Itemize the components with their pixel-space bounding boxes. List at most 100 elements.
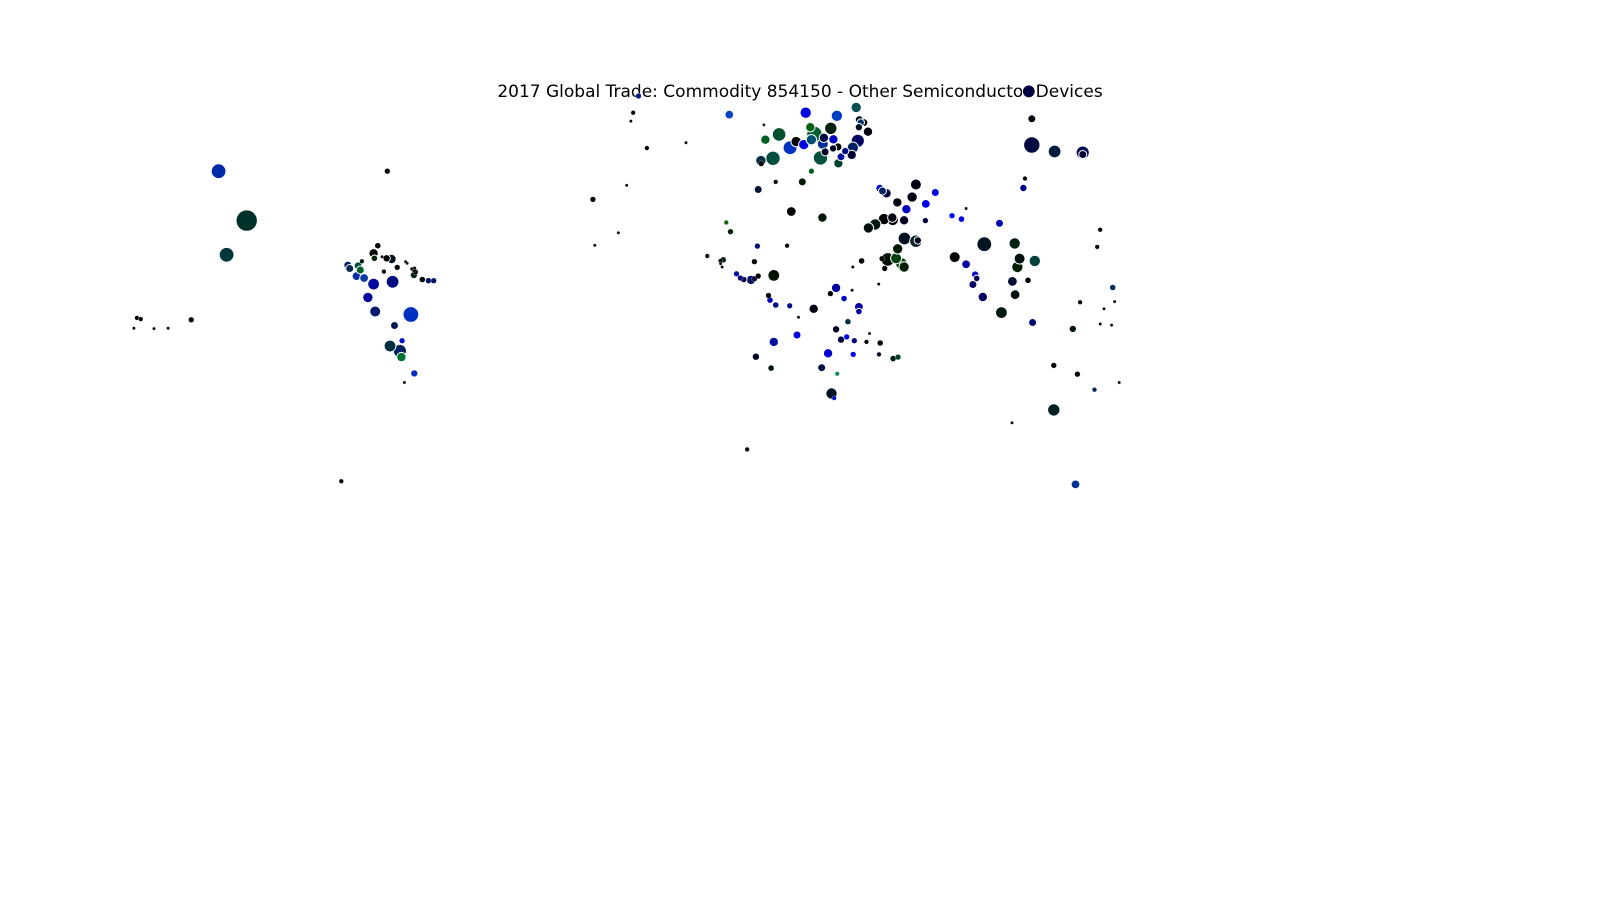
data-point: [1028, 318, 1038, 327]
data-point: [876, 282, 881, 286]
data-point: [396, 351, 407, 363]
data-point: [762, 123, 766, 127]
data-point: [359, 273, 370, 283]
data-point: [402, 380, 407, 385]
data-point: [218, 246, 235, 263]
data-point: [976, 236, 993, 253]
data-point: [890, 252, 903, 265]
data-point: [188, 316, 195, 323]
data-point: [751, 258, 758, 265]
data-point: [843, 333, 850, 340]
data-point: [796, 315, 801, 319]
data-point: [374, 241, 382, 250]
data-point: [977, 291, 988, 303]
data-point: [773, 179, 779, 185]
data-point: [1007, 276, 1018, 287]
data-point: [834, 371, 840, 377]
data-point: [824, 121, 838, 136]
data-point: [1108, 283, 1117, 292]
data-point: [828, 134, 839, 145]
data-point: [887, 212, 898, 223]
data-point: [851, 265, 855, 269]
data-point: [720, 265, 724, 269]
data-point: [385, 274, 400, 289]
data-point: [384, 168, 391, 175]
data-point: [841, 146, 850, 156]
data-point: [355, 265, 365, 275]
data-point: [818, 132, 830, 144]
data-point: [724, 109, 735, 120]
data-point: [768, 336, 779, 348]
data-point: [854, 123, 864, 132]
chart-title: 2017 Global Trade: Commodity 854150 - Ot…: [497, 82, 1103, 102]
data-point: [867, 331, 872, 336]
data-point: [836, 152, 846, 162]
data-point: [949, 212, 955, 219]
data-point: [1028, 254, 1042, 268]
data-point: [817, 363, 827, 373]
data-point: [830, 109, 844, 123]
data-point: [751, 352, 761, 361]
data-point: [758, 160, 765, 167]
data-point: [430, 277, 437, 284]
data-point: [855, 307, 863, 316]
data-point: [850, 351, 857, 358]
data-point: [828, 144, 838, 153]
data-point: [846, 149, 857, 161]
data-point: [765, 150, 781, 167]
data-point: [624, 183, 629, 188]
data-point: [1013, 252, 1026, 265]
data-point: [840, 294, 848, 303]
data-point: [753, 185, 763, 194]
data-point: [892, 243, 904, 255]
data-point: [857, 257, 866, 265]
data-point: [844, 317, 852, 326]
data-point: [1019, 183, 1028, 193]
data-point: [968, 280, 978, 289]
data-point: [922, 217, 929, 224]
data-point: [881, 265, 888, 272]
data-point: [744, 446, 750, 452]
data-point: [1097, 227, 1103, 233]
data-point: [1070, 479, 1081, 490]
data-point: [878, 186, 887, 196]
data-point: [831, 395, 837, 401]
data-point: [808, 303, 819, 314]
data-point: [405, 261, 409, 265]
data-point: [394, 264, 401, 271]
data-point: [1102, 307, 1106, 311]
data-point: [930, 188, 940, 197]
data-point: [737, 275, 744, 281]
data-point: [851, 337, 858, 344]
data-point: [362, 291, 374, 304]
data-point: [785, 206, 797, 217]
data-point: [644, 145, 650, 151]
data-point: [1022, 176, 1028, 181]
data-point: [1098, 322, 1102, 326]
data-point: [808, 168, 815, 175]
data-point: [369, 305, 382, 318]
data-point: [961, 259, 971, 270]
data-point: [817, 212, 828, 223]
data-point: [1109, 323, 1114, 327]
data-point: [370, 254, 379, 263]
data-point: [898, 215, 910, 226]
data-point: [906, 191, 918, 203]
data-point: [235, 209, 258, 232]
data-point: [718, 261, 723, 266]
data-point: [1078, 150, 1088, 159]
data-point: [972, 274, 981, 283]
data-point: [338, 478, 344, 484]
data-point: [771, 301, 780, 309]
data-point: [892, 197, 903, 208]
points-layer: [132, 84, 1121, 490]
data-point: [831, 325, 841, 334]
data-point: [792, 330, 802, 340]
data-point: [1047, 403, 1061, 417]
data-point: [1077, 299, 1083, 305]
data-point: [345, 264, 355, 273]
data-point: [727, 228, 734, 235]
data-point: [760, 134, 771, 145]
data-point: [957, 215, 966, 223]
